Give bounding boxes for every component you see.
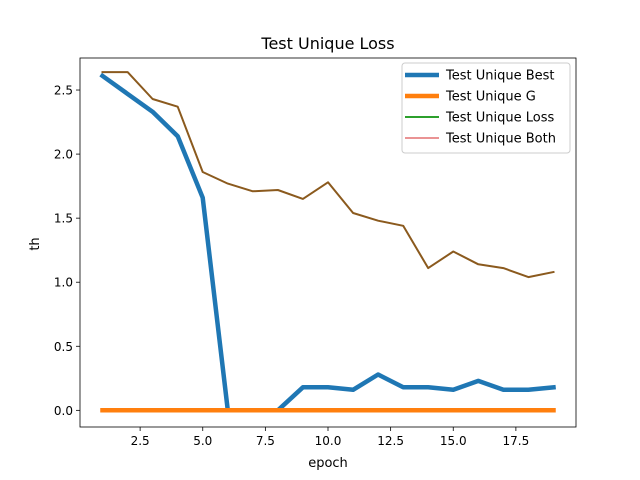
legend-box bbox=[401, 62, 571, 154]
x-tick-label: 17.5 bbox=[503, 434, 530, 448]
series-line-1 bbox=[99, 72, 556, 413]
axes: 2.5 5.0 7.5 10.0 12.5 15.0 17.5 0.0 0.5 1.0 1.5 2.0… bbox=[54, 57, 577, 448]
y-tick-label: 0.0 bbox=[54, 404, 73, 418]
y-tick-label: 2.0 bbox=[54, 148, 73, 162]
legend-label-4: Test Unique Both bbox=[445, 132, 556, 147]
series-line-4 bbox=[102, 71, 555, 278]
y-axis-label: th bbox=[28, 237, 43, 250]
legend: Test Unique Best Test Unique G Test Unique… bbox=[401, 62, 571, 154]
y-tick-label: 2.5 bbox=[54, 84, 73, 98]
x-tick-label: 12.5 bbox=[377, 434, 404, 448]
x-axis-label: epoch bbox=[308, 456, 348, 471]
legend-label-3: Test Unique Loss bbox=[445, 111, 554, 126]
y-tick-label: 1.5 bbox=[54, 212, 73, 226]
x-tick-label: 5.0 bbox=[193, 434, 212, 448]
legend-label-2: Test Unique G bbox=[445, 90, 536, 105]
y-tick-label: 0.5 bbox=[54, 340, 73, 354]
x-tick-label: 10.0 bbox=[315, 434, 342, 448]
plot-area bbox=[99, 71, 556, 413]
x-tick-label: 2.5 bbox=[131, 434, 150, 448]
x-tick-label: 7.5 bbox=[256, 434, 275, 448]
y-tick-label: 1.0 bbox=[54, 276, 73, 290]
chart-title: Test Unique Loss bbox=[260, 34, 394, 53]
x-tick-label: 15.0 bbox=[440, 434, 467, 448]
legend-label-1: Test Unique Best bbox=[445, 69, 555, 84]
